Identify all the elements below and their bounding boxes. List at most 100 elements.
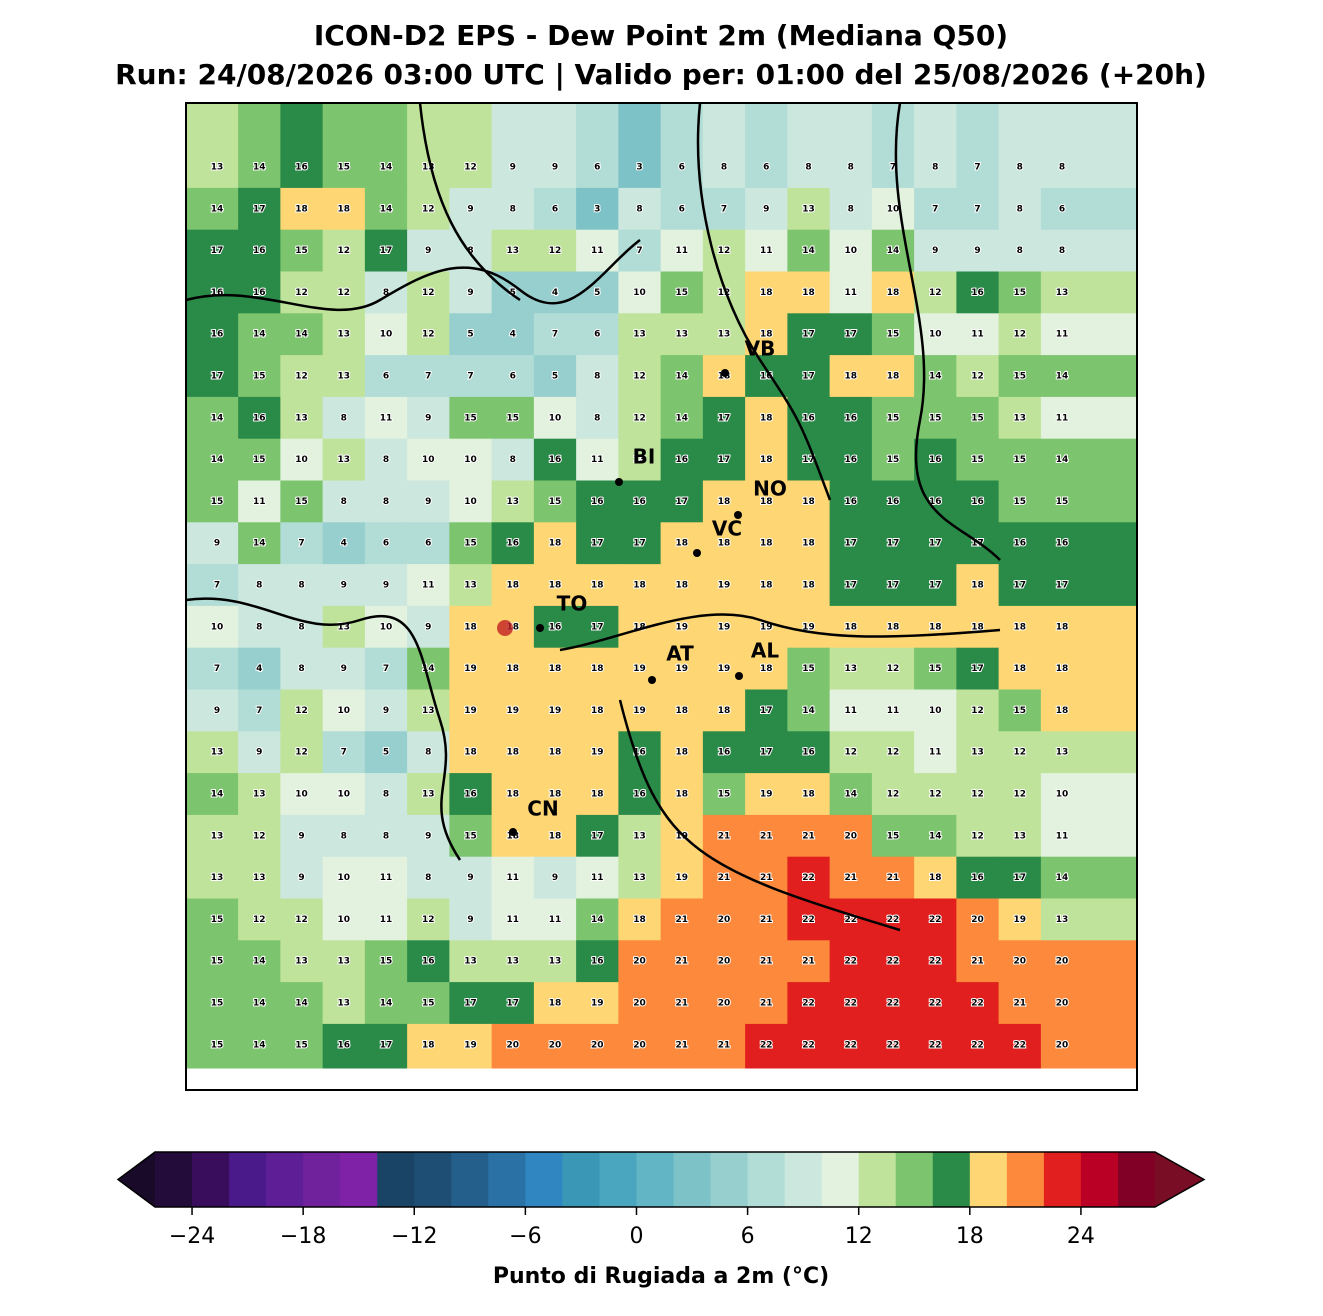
value-label: 13 (337, 999, 350, 1009)
grid-cell (407, 104, 450, 189)
grid-cell (576, 522, 619, 565)
grid-cell (280, 104, 324, 189)
grid-cell (914, 647, 957, 690)
grid-cell (238, 814, 281, 858)
value-label: 12 (971, 831, 984, 841)
value-label: 19 (591, 748, 604, 758)
value-label: 7 (425, 372, 431, 382)
value-label: 19 (633, 664, 646, 674)
grid-cell (280, 438, 324, 481)
grid-cell (238, 898, 281, 941)
map: 13 14 16 15 14 13 12 9 9 6 3 6 8 6 8 8 7 8 7 8 8 14 17 18 18 14 12… (185, 102, 1137, 1069)
grid-cell (871, 605, 915, 649)
value-label: 21 (760, 873, 773, 883)
value-label: 18 (1056, 664, 1069, 674)
value-label: 15 (1013, 497, 1026, 507)
grid-cell (702, 773, 746, 816)
value-label: 18 (549, 748, 562, 758)
grid-cell (187, 522, 239, 565)
grid-cell (1040, 313, 1137, 356)
value-label: 16 (802, 413, 815, 423)
grid-cell (280, 731, 324, 774)
value-label: 9 (341, 664, 347, 674)
grid-cell (998, 898, 1042, 941)
grid-cell (787, 187, 831, 231)
value-label: 12 (887, 748, 900, 758)
grid-cell (660, 522, 704, 565)
value-label: 13 (253, 873, 266, 883)
grid-cell (1040, 229, 1137, 272)
value-label: 18 (506, 581, 519, 591)
grid-cell (449, 187, 493, 231)
value-label: 12 (718, 246, 731, 256)
grid-cell (914, 898, 957, 941)
value-label: 6 (510, 372, 516, 382)
city-dot (509, 828, 517, 836)
value-label: 19 (760, 790, 773, 800)
value-label: 21 (760, 915, 773, 925)
value-label: 9 (552, 873, 558, 883)
subtitle: Run: 24/08/2026 03:00 UTC | Valido per: … (115, 58, 1207, 91)
grid-cell (745, 522, 788, 565)
value-label: 15 (211, 957, 224, 967)
value-label: 14 (1056, 873, 1069, 883)
value-label: 20 (971, 915, 984, 925)
value-label: 9 (425, 622, 431, 632)
value-label: 8 (298, 664, 304, 674)
value-label: 7 (890, 163, 896, 173)
grid-cell (660, 1023, 704, 1069)
grid-cell (998, 313, 1042, 356)
value-label: 9 (214, 539, 220, 549)
value-label: 13 (464, 581, 477, 591)
value-label: 20 (718, 999, 731, 1009)
grid-cell (533, 229, 577, 272)
grid-cell (576, 773, 619, 816)
value-label: 13 (337, 330, 350, 340)
grid-cell (187, 689, 239, 732)
value-label: 17 (760, 748, 773, 758)
value-label: 17 (760, 706, 773, 716)
grid-cell (829, 229, 873, 272)
value-label: 14 (253, 957, 266, 967)
colorbar-swatch (821, 1152, 860, 1207)
grid-cell (364, 355, 408, 398)
grid-cell (702, 731, 746, 774)
value-label: 18 (760, 413, 773, 423)
grid-cell (787, 856, 831, 899)
border (559, 613, 1001, 652)
value-label: 21 (675, 999, 688, 1009)
grid-cell (280, 856, 324, 899)
grid-cell (702, 396, 746, 440)
grid-cell (998, 271, 1042, 314)
grid-cell (829, 731, 873, 774)
grid-cell (745, 480, 788, 523)
value-label: 9 (552, 163, 558, 173)
grid-cell (280, 647, 324, 690)
value-label: 21 (802, 957, 815, 967)
grid-cell (449, 313, 493, 356)
grid-cell (533, 480, 577, 523)
value-label: 22 (844, 999, 857, 1009)
grid-cell (238, 480, 281, 523)
grid-cell (745, 814, 788, 858)
value-label: 11 (253, 497, 266, 507)
value-label: 21 (718, 873, 731, 883)
value-label: 14 (211, 204, 224, 214)
value-label: 17 (971, 664, 984, 674)
grid-cell (491, 940, 535, 983)
grid-cell (871, 773, 915, 816)
value-label: 5 (467, 330, 473, 340)
grid-cell (449, 229, 493, 272)
colorbar-tick-label: −6 (509, 1224, 541, 1249)
value-label: 11 (591, 246, 604, 256)
grid-cell (702, 689, 746, 732)
grid-cell (829, 1023, 873, 1069)
grid-cell (407, 856, 450, 899)
value-label: 12 (971, 790, 984, 800)
grid-cell (322, 605, 366, 649)
value-label: 17 (1056, 581, 1069, 591)
grid-cell (364, 605, 408, 649)
value-label: 18 (760, 288, 773, 298)
grid-cell (576, 104, 619, 189)
value-label: 22 (844, 1040, 857, 1050)
